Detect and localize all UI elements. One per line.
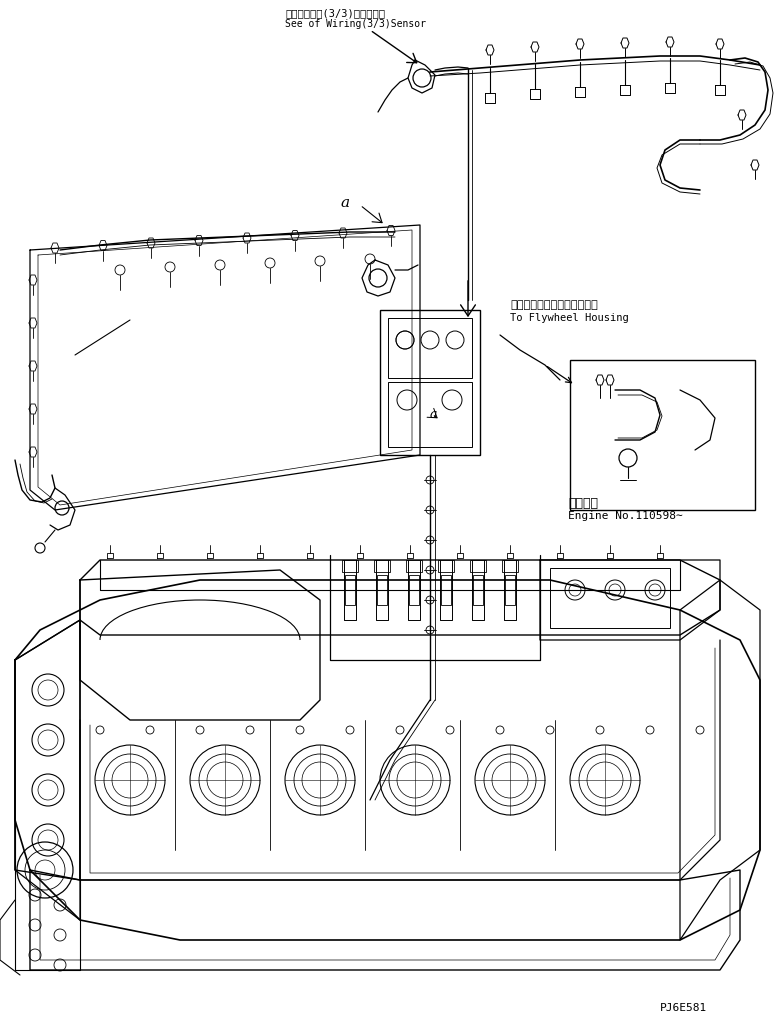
Bar bbox=[388, 318, 472, 378]
Text: フライホイールハウジングへ: フライホイールハウジングへ bbox=[510, 300, 598, 310]
Bar bbox=[406, 560, 422, 572]
Text: Engine No.110598∼: Engine No.110598∼ bbox=[568, 511, 683, 521]
Bar bbox=[438, 560, 454, 572]
Text: a: a bbox=[340, 196, 349, 210]
Bar bbox=[374, 560, 390, 572]
Bar bbox=[570, 360, 755, 510]
Bar bbox=[409, 575, 419, 605]
Text: ワイヤリング(3/3)センサ参照: ワイヤリング(3/3)センサ参照 bbox=[285, 8, 385, 18]
Bar bbox=[380, 310, 480, 455]
Text: 適用号機: 適用号機 bbox=[568, 497, 598, 510]
Bar bbox=[473, 575, 483, 605]
Bar bbox=[505, 575, 515, 605]
Bar bbox=[550, 568, 670, 628]
Bar bbox=[345, 575, 355, 605]
Bar bbox=[502, 560, 518, 572]
Text: PJ6E581: PJ6E581 bbox=[660, 1003, 707, 1013]
Bar bbox=[470, 560, 486, 572]
Bar bbox=[388, 382, 472, 447]
Text: To Flywheel Housing: To Flywheel Housing bbox=[510, 313, 628, 323]
Bar bbox=[441, 575, 451, 605]
Bar bbox=[342, 560, 358, 572]
Text: a: a bbox=[430, 408, 437, 421]
Text: See of Wiring(3/3)Sensor: See of Wiring(3/3)Sensor bbox=[285, 19, 426, 29]
Bar bbox=[377, 575, 387, 605]
